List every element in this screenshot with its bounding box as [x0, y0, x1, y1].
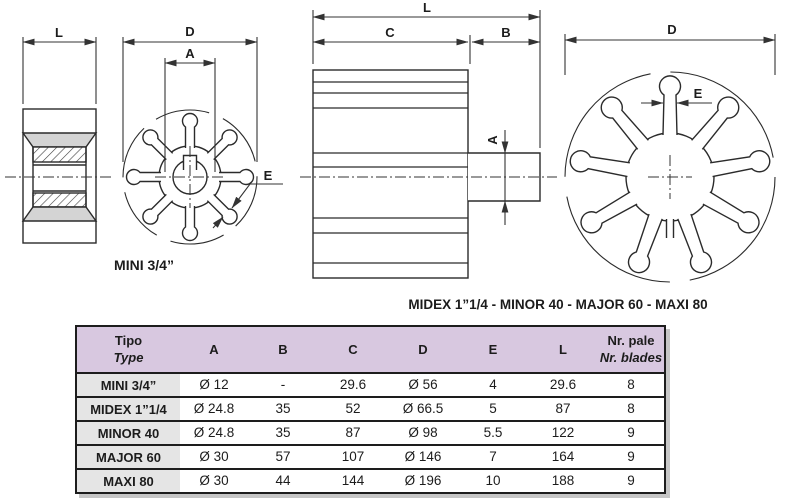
cell-blades: 9 — [627, 473, 635, 489]
cell-a: Ø 24.8 — [193, 425, 235, 441]
cell-e: 7 — [489, 449, 497, 465]
header-col-e: E — [488, 342, 498, 357]
cell-a: Ø 24.8 — [193, 401, 235, 417]
cell-a: Ø 30 — [199, 449, 229, 465]
cell-type: MINI 3/4” — [77, 374, 180, 396]
dim-label-l-large: L — [423, 0, 431, 15]
cell-a: Ø 30 — [199, 473, 229, 489]
dim-label-d-large: D — [667, 22, 676, 37]
mini-dim-e — [212, 183, 283, 229]
table-row: MINI 3/4” Ø 12 - 29.6 Ø 56 4 29.6 8 — [77, 372, 664, 396]
header-nr-blades: Nr. pale Nr. blades — [598, 327, 664, 372]
mini-front-view — [122, 37, 283, 245]
dimensions-table: Tipo Type A B C D E L Nr. pale Nr. blade… — [75, 325, 666, 494]
cell-e: 5 — [489, 401, 497, 417]
cell-e: 10 — [485, 473, 501, 489]
table-row: MIDEX 1”1/4 Ø 24.8 35 52 Ø 66.5 5 87 8 — [77, 396, 664, 420]
cell-blades: 8 — [627, 401, 635, 417]
header-nr-pale: Nr. pale — [607, 332, 655, 348]
cell-type: MINOR 40 — [77, 422, 180, 444]
technical-drawings-canvas: L D A E MINI 3/4” L C B A D E MIDEX 1”1/… — [5, 0, 776, 312]
mini-side-view — [5, 37, 114, 244]
header-col-a: A — [209, 342, 219, 357]
dim-label-d-mini: D — [185, 24, 194, 39]
cell-b: 35 — [275, 425, 291, 441]
cell-b: - — [280, 377, 286, 393]
impeller-side-view — [300, 10, 557, 279]
dim-label-l-mini: L — [55, 25, 63, 40]
cell-blades: 8 — [627, 377, 635, 393]
cell-blades: 9 — [627, 449, 635, 465]
header-col-c: C — [348, 342, 358, 357]
dim-label-a-large: A — [485, 135, 500, 145]
table-row: MINOR 40 Ø 24.8 35 87 Ø 98 5.5 122 9 — [77, 420, 664, 444]
cell-d: Ø 196 — [404, 473, 442, 489]
cell-b: 57 — [275, 449, 291, 465]
cell-b: 44 — [275, 473, 291, 489]
table-row: MAXI 80 Ø 30 44 144 Ø 196 10 188 9 — [77, 468, 664, 492]
large-dims — [312, 10, 541, 148]
cell-c: 107 — [341, 449, 365, 465]
cell-a: Ø 12 — [199, 377, 229, 393]
body-ribs — [313, 81, 468, 264]
mini-dim-a — [164, 58, 216, 172]
cell-d: Ø 66.5 — [402, 401, 444, 417]
impeller-crosshair — [648, 155, 692, 199]
header-tipo: Tipo — [114, 332, 143, 348]
header-col-d: D — [418, 342, 428, 357]
cell-l: 87 — [555, 401, 571, 417]
cell-type: MIDEX 1”1/4 — [77, 398, 180, 420]
header-col-l: L — [559, 342, 567, 357]
cell-e: 4 — [489, 377, 497, 393]
cell-b: 35 — [275, 401, 291, 417]
dim-label-e-large: E — [694, 86, 703, 101]
impeller-front-view — [564, 34, 776, 283]
cell-c: 87 — [345, 425, 361, 441]
table-row: MAJOR 60 Ø 30 57 107 Ø 146 7 164 9 — [77, 444, 664, 468]
mini-dim-l — [22, 37, 97, 104]
mini-dim-d — [122, 37, 258, 162]
cell-d: Ø 146 — [404, 449, 442, 465]
header-type: Type — [113, 349, 144, 365]
cell-l: 29.6 — [549, 377, 577, 393]
cell-type: MAJOR 60 — [77, 446, 180, 468]
cell-blades: 9 — [627, 425, 635, 441]
models-caption: MIDEX 1”1/4 - MINOR 40 - MAJOR 60 - MAXI… — [408, 297, 707, 312]
large-dim-d — [564, 34, 776, 75]
header-tipo-type: Tipo Type — [77, 327, 180, 372]
cell-d: Ø 98 — [408, 425, 438, 441]
dim-label-e-mini: E — [264, 168, 273, 183]
cell-c: 144 — [341, 473, 365, 489]
cell-e: 5.5 — [483, 425, 503, 441]
dim-label-b-large: B — [501, 25, 510, 40]
dim-label-c-large: C — [385, 25, 395, 40]
cell-l: 122 — [551, 425, 575, 441]
cell-d: Ø 56 — [408, 377, 438, 393]
cell-c: 52 — [345, 401, 361, 417]
mini-crosshair — [155, 146, 226, 208]
header-col-b: B — [278, 342, 288, 357]
cell-l: 188 — [551, 473, 575, 489]
cell-type: MAXI 80 — [77, 470, 180, 492]
cell-l: 164 — [551, 449, 575, 465]
header-nr-blades-en: Nr. blades — [599, 349, 663, 365]
cell-c: 29.6 — [339, 377, 367, 393]
dim-label-a-mini: A — [185, 46, 195, 61]
hub-slot — [665, 216, 675, 238]
table-header-row: Tipo Type A B C D E L Nr. pale Nr. blade… — [77, 327, 664, 372]
mini-title: MINI 3/4” — [114, 257, 174, 273]
